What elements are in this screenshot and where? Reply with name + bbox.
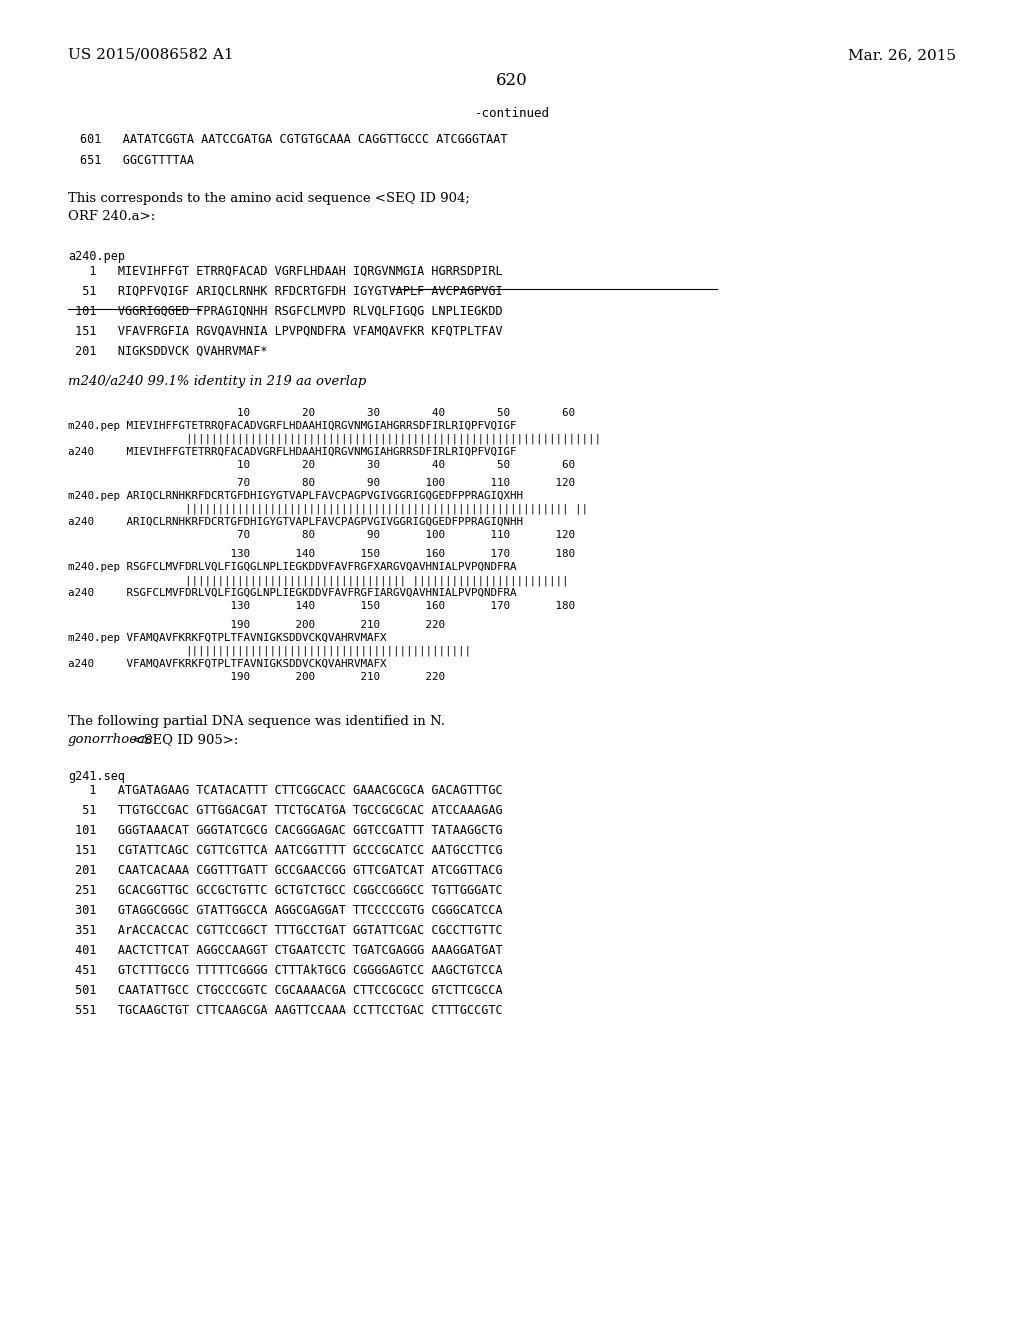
Text: 130       140       150       160       170       180: 130 140 150 160 170 180 — [185, 601, 575, 611]
Text: a240.pep: a240.pep — [68, 249, 125, 263]
Text: 351   ArACCACCAC CGTTCCGGCT TTTGCCTGAT GGTATTCGAC CGCCTTGTTC: 351 ArACCACCAC CGTTCCGGCT TTTGCCTGAT GGT… — [68, 924, 503, 937]
Text: 1   ATGATAGAAG TCATACATTT CTTCGGCACC GAAACGCGCA GACAGTTTGC: 1 ATGATAGAAG TCATACATTT CTTCGGCACC GAAAC… — [68, 784, 503, 797]
Text: 51   RIQPFVQIGF ARIQCLRNHK RFDCRTGFDH IGYGTVAPLF AVCPAGPVGI: 51 RIQPFVQIGF ARIQCLRNHK RFDCRTGFDH IGYG… — [68, 285, 503, 298]
Text: 401   AACTCTTCAT AGGCCAAGGT CTGAATCCTC TGATCGAGGG AAAGGATGAT: 401 AACTCTTCAT AGGCCAAGGT CTGAATCCTC TGA… — [68, 944, 503, 957]
Text: m240.pep ARIQCLRNHKRFDCRTGFDHIGYGTVAPLFAVCPAGPVGIVGGRIGQGEDFPPRAGIQXHH: m240.pep ARIQCLRNHKRFDCRTGFDHIGYGTVAPLFA… — [68, 491, 523, 502]
Text: g241.seq: g241.seq — [68, 770, 125, 783]
Text: 451   GTCTTTGCCG TTTTTCGGGG CTTTAkTGCG CGGGGAGTCC AAGCTGTCCA: 451 GTCTTTGCCG TTTTTCGGGG CTTTAkTGCG CGG… — [68, 964, 503, 977]
Text: 201   CAATCACAAA CGGTTTGATT GCCGAACCGG GTTCGATCAT ATCGGTTACG: 201 CAATCACAAA CGGTTTGATT GCCGAACCGG GTT… — [68, 865, 503, 876]
Text: m240.pep VFAMQAVFKRKFQTPLTFAVNIGKSDDVCKQVAHRVMAFX: m240.pep VFAMQAVFKRKFQTPLTFAVNIGKSDDVCKQ… — [68, 634, 386, 643]
Text: US 2015/0086582 A1: US 2015/0086582 A1 — [68, 48, 233, 62]
Text: 151   VFAVFRGFIA RGVQAVHNIA LPVPQNDFRA VFAMQAVFKR KFQTPLTFAV: 151 VFAVFRGFIA RGVQAVHNIA LPVPQNDFRA VFA… — [68, 325, 503, 338]
Text: |||||||||||||||||||||||||||||||||| ||||||||||||||||||||||||: |||||||||||||||||||||||||||||||||| |||||… — [185, 576, 568, 586]
Text: a240     ARIQCLRNHKRFDCRTGFDHIGYGTVAPLFAVCPAGPVGIVGGRIGQGEDFPPRAGIQNHH: a240 ARIQCLRNHKRFDCRTGFDHIGYGTVAPLFAVCPA… — [68, 517, 523, 527]
Text: 620: 620 — [496, 73, 528, 88]
Text: Mar. 26, 2015: Mar. 26, 2015 — [848, 48, 956, 62]
Text: The following partial DNA sequence was identified in N.: The following partial DNA sequence was i… — [68, 715, 445, 729]
Text: 10        20        30        40        50        60: 10 20 30 40 50 60 — [185, 459, 575, 470]
Text: 551   TGCAAGCTGT CTTCAAGCGA AAGTTCCAAA CCTTCCTGAC CTTTGCCGTC: 551 TGCAAGCTGT CTTCAAGCGA AAGTTCCAAA CCT… — [68, 1005, 503, 1016]
Text: 130       140       150       160       170       180: 130 140 150 160 170 180 — [185, 549, 575, 558]
Text: 190       200       210       220: 190 200 210 220 — [185, 620, 445, 630]
Text: 151   CGTATTCAGC CGTTCGTTCA AATCGGTTTT GCCCGCATCC AATGCCTTCG: 151 CGTATTCAGC CGTTCGTTCA AATCGGTTTT GCC… — [68, 843, 503, 857]
Text: m240.pep RSGFCLMVFDRLVQLFIGQGLNPLIEGKDDVFAVFRGFXARGVQAVHNIALPVPQNDFRA: m240.pep RSGFCLMVFDRLVQLFIGQGLNPLIEGKDDV… — [68, 562, 516, 572]
Text: 301   GTAGGCGGGC GTATTGGCCA AGGCGAGGAT TTCCCCCGTG CGGGCATCCA: 301 GTAGGCGGGC GTATTGGCCA AGGCGAGGAT TTC… — [68, 904, 503, 917]
Text: ||||||||||||||||||||||||||||||||||||||||||||||||||||||||||||||||: ||||||||||||||||||||||||||||||||||||||||… — [185, 434, 601, 445]
Text: ||||||||||||||||||||||||||||||||||||||||||||||||||||||||||| ||: ||||||||||||||||||||||||||||||||||||||||… — [185, 504, 588, 515]
Text: 51   TTGTGCCGAC GTTGGACGAT TTCTGCATGA TGCCGCGCAC ATCCAAAGAG: 51 TTGTGCCGAC GTTGGACGAT TTCTGCATGA TGCC… — [68, 804, 503, 817]
Text: a240     VFAMQAVFKRKFQTPLTFAVNIGKSDDVCKQVAHRVMAFX: a240 VFAMQAVFKRKFQTPLTFAVNIGKSDDVCKQVAHR… — [68, 659, 386, 669]
Text: 101   GGGTAAACAT GGGTATCGCG CACGGGAGAC GGTCCGATTT TATAAGGCTG: 101 GGGTAAACAT GGGTATCGCG CACGGGAGAC GGT… — [68, 824, 503, 837]
Text: 70        80        90       100       110       120: 70 80 90 100 110 120 — [185, 531, 575, 540]
Text: 601   AATATCGGTA AATCCGATGA CGTGTGCAAA CAGGTTGCCC ATCGGGTAAT: 601 AATATCGGTA AATCCGATGA CGTGTGCAAA CAG… — [80, 133, 508, 147]
Text: 201   NIGKSDDVCK QVAHRVMAF*: 201 NIGKSDDVCK QVAHRVMAF* — [68, 345, 267, 358]
Text: 10        20        30        40        50        60: 10 20 30 40 50 60 — [185, 408, 575, 418]
Text: 251   GCACGGTTGC GCCGCTGTTC GCTGTCTGCC CGGCCGGGCC TGTTGGGATC: 251 GCACGGTTGC GCCGCTGTTC GCTGTCTGCC CGG… — [68, 884, 503, 898]
Text: <SEQ ID 905>:: <SEQ ID 905>: — [128, 733, 238, 746]
Text: gonorrhoeae: gonorrhoeae — [68, 733, 154, 746]
Text: 1   MIEVIHFFGT ETRRQFACAD VGRFLHDAAH IQRGVNMGIA HGRRSDPIRL: 1 MIEVIHFFGT ETRRQFACAD VGRFLHDAAH IQRGV… — [68, 265, 503, 279]
Text: m240/a240 99.1% identity in 219 aa overlap: m240/a240 99.1% identity in 219 aa overl… — [68, 375, 367, 388]
Text: 651   GGCGTTTTAA: 651 GGCGTTTTAA — [80, 154, 194, 168]
Text: This corresponds to the amino acid sequence <SEQ ID 904;: This corresponds to the amino acid seque… — [68, 191, 470, 205]
Text: a240     RSGFCLMVFDRLVQLFIGQGLNPLIEGKDDVFAVFRGFIARGVQAVHNIALPVPQNDFRA: a240 RSGFCLMVFDRLVQLFIGQGLNPLIEGKDDVFAVF… — [68, 587, 516, 598]
Text: 101   VGGRIGQGED FPRAGIQNHH RSGFCLMVPD RLVQLFIGQG LNPLIEGKDD: 101 VGGRIGQGED FPRAGIQNHH RSGFCLMVPD RLV… — [68, 305, 503, 318]
Text: m240.pep MIEVIHFFGTETRRQFACADVGRFLHDAAHIQRGVNMGIAHGRRSDFIRLRIQPFVQIGF: m240.pep MIEVIHFFGTETRRQFACADVGRFLHDAAHI… — [68, 421, 516, 432]
Text: 190       200       210       220: 190 200 210 220 — [185, 672, 445, 682]
Text: -continued: -continued — [474, 107, 550, 120]
Text: 70        80        90       100       110       120: 70 80 90 100 110 120 — [185, 478, 575, 488]
Text: ORF 240.a>:: ORF 240.a>: — [68, 210, 156, 223]
Text: ||||||||||||||||||||||||||||||||||||||||||||: ||||||||||||||||||||||||||||||||||||||||… — [185, 645, 471, 656]
Text: a240     MIEVIHFFGTETRRQFACADVGRFLHDAAHIQRGVNMGIAHGRRSDFIRLRIQPFVQIGF: a240 MIEVIHFFGTETRRQFACADVGRFLHDAAHIQRGV… — [68, 447, 516, 457]
Text: 501   CAATATTGCC CTGCCCGGTC CGCAAAACGA CTTCCGCGCC GTCTTCGCCA: 501 CAATATTGCC CTGCCCGGTC CGCAAAACGA CTT… — [68, 983, 503, 997]
